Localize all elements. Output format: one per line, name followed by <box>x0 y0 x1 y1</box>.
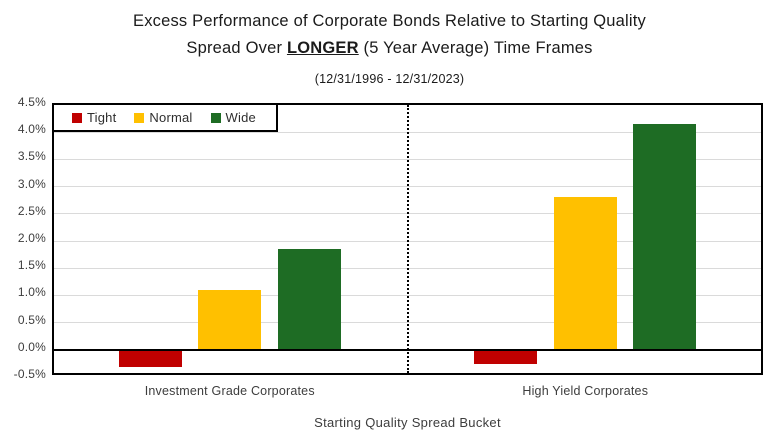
y-tick-label: 2.5% <box>17 203 46 218</box>
y-tick-label: 4.5% <box>17 95 46 109</box>
title-line2-emphasis: LONGER <box>286 39 359 57</box>
chart-subtitle: (12/31/1996 - 12/31/2023) <box>314 72 465 86</box>
legend: Tight Normal Wide <box>52 103 278 132</box>
legend-label: Normal <box>149 110 193 125</box>
y-tick-label: 0.5% <box>17 312 46 327</box>
bar-normal <box>198 289 262 350</box>
legend-item-normal: Normal <box>134 110 192 125</box>
legend-item-tight: Tight <box>72 110 116 125</box>
bar-tight <box>474 350 538 365</box>
y-tick-label: 1.5% <box>17 258 46 273</box>
x-axis-title: Starting Quality Spread Bucket <box>314 415 501 430</box>
title-line2-suffix: (5 Year Average) Time Frames <box>358 39 593 57</box>
chart-title-line1: Excess Performance of Corporate Bonds Re… <box>132 12 647 30</box>
category-divider-line <box>406 105 409 373</box>
y-tick-label: 2.0% <box>17 231 46 245</box>
legend-label: Tight <box>87 110 117 125</box>
legend-label: Wide <box>225 110 256 125</box>
y-tick-label: 3.5% <box>17 149 46 164</box>
y-tick-label: -0.5% <box>13 367 46 381</box>
x-tick-label: High Yield Corporates <box>522 384 649 398</box>
chart-title-line2: Spread Over LONGER (5 Year Average) Time… <box>0 35 779 62</box>
chart-title: Excess Performance of Corporate Bonds Re… <box>0 8 779 62</box>
y-tick-label: 1.0% <box>17 285 46 300</box>
bar-wide <box>277 249 341 350</box>
x-tick-label: Investment Grade Corporates <box>144 384 315 398</box>
legend-swatch-icon <box>210 112 221 123</box>
y-tick-label: 0.0% <box>17 339 46 354</box>
bar-wide <box>633 124 697 350</box>
title-line2-prefix: Spread Over <box>186 39 287 57</box>
legend-item-wide: Wide <box>210 110 256 125</box>
legend-swatch-icon <box>72 112 82 123</box>
plot-area: Tight Normal Wide <box>52 103 763 375</box>
bar-tight <box>118 350 182 368</box>
bar-normal <box>553 197 617 350</box>
legend-swatch-icon <box>134 112 145 123</box>
y-tick-label: 3.0% <box>17 176 46 191</box>
y-tick-label: 4.0% <box>17 122 46 137</box>
